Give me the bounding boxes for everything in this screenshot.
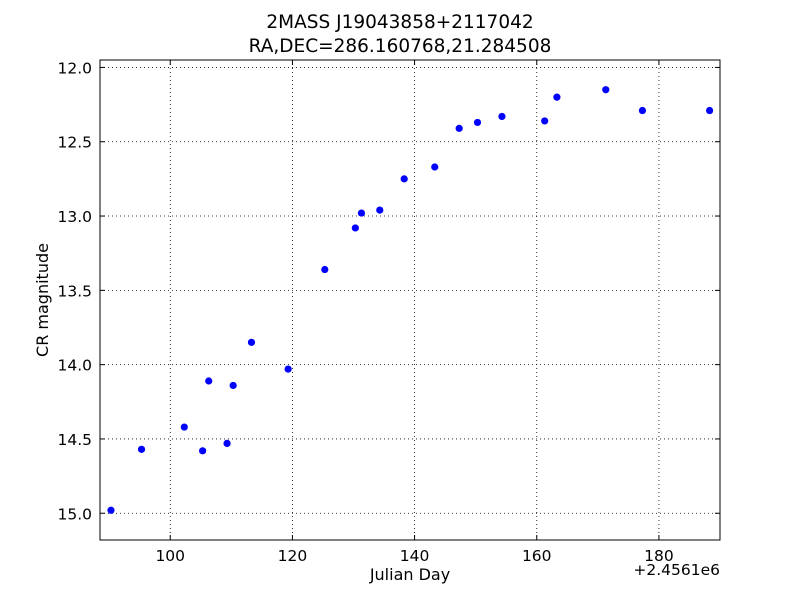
x-tick-label: 160 bbox=[522, 547, 552, 565]
chart-title: 2MASS J19043858+2117042 bbox=[266, 12, 534, 33]
y-tick-label: 14.5 bbox=[57, 431, 92, 449]
y-tick-label: 12.0 bbox=[57, 59, 92, 77]
axis-ticks: 100 120 140 160 180 12.0 12.5 13.0 13.5 14.0 14.5 1… bbox=[57, 59, 720, 565]
x-tick-label: 100 bbox=[155, 547, 185, 565]
data-point bbox=[180, 423, 188, 431]
data-point bbox=[137, 445, 146, 453]
data-point bbox=[706, 106, 714, 115]
plot-frame bbox=[99, 59, 721, 541]
x-axis-label: Julian Day bbox=[369, 565, 450, 584]
data-point bbox=[541, 117, 549, 125]
data-point bbox=[455, 124, 463, 132]
data-point bbox=[229, 381, 237, 390]
data-point bbox=[223, 439, 231, 448]
chart-subtitle: RA,DEC=286.160768,21.284508 bbox=[248, 36, 552, 57]
x-offset-label: +2.4561e6 bbox=[633, 561, 720, 579]
data-point bbox=[351, 224, 359, 232]
data-point bbox=[321, 265, 329, 274]
y-tick-label: 12.5 bbox=[57, 134, 92, 152]
data-point bbox=[473, 118, 482, 127]
y-tick-label: 13.0 bbox=[57, 208, 92, 226]
data-point bbox=[638, 106, 647, 115]
x-tick-label: 140 bbox=[400, 547, 430, 565]
data-point bbox=[107, 506, 115, 514]
data-point bbox=[247, 338, 256, 346]
y-tick-label: 15.0 bbox=[57, 505, 92, 523]
data-point bbox=[376, 206, 384, 214]
data-point bbox=[400, 175, 408, 183]
data-point bbox=[602, 86, 610, 94]
data-point bbox=[498, 112, 506, 121]
y-axis-label: CR magnitude bbox=[33, 243, 52, 357]
data-point bbox=[199, 447, 207, 455]
data-points bbox=[107, 86, 714, 514]
y-tick-label: 14.0 bbox=[57, 357, 92, 375]
data-point bbox=[205, 377, 213, 385]
x-tick-label: 180 bbox=[644, 547, 674, 565]
grid-lines bbox=[100, 60, 720, 540]
data-point bbox=[357, 209, 366, 217]
data-point bbox=[284, 365, 292, 373]
data-point bbox=[431, 163, 439, 171]
data-point bbox=[553, 93, 561, 101]
y-tick-label: 13.5 bbox=[57, 282, 92, 300]
x-tick-label: 120 bbox=[278, 547, 308, 565]
